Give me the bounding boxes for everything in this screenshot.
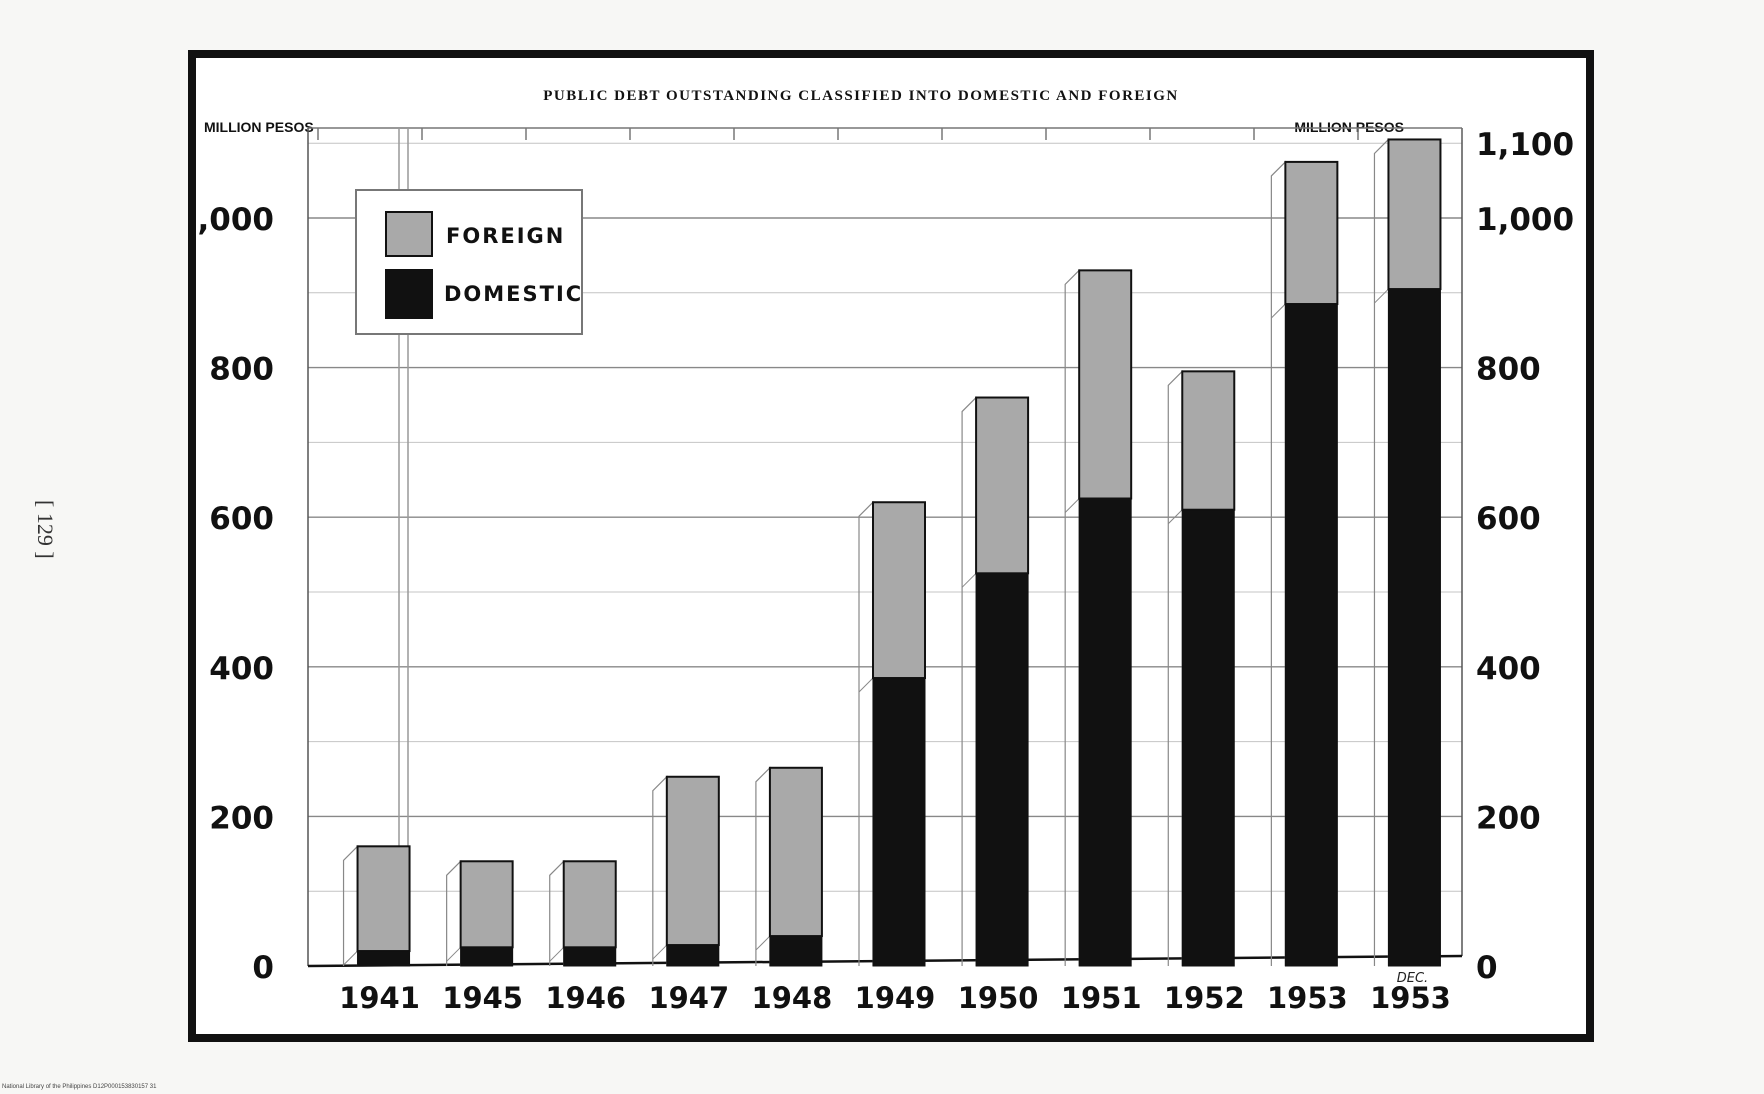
legend-label-foreign: FOREIGN — [446, 224, 565, 248]
bar-depth-outline — [858, 500, 874, 966]
right-tick-label: 1,000 — [1476, 202, 1574, 238]
bar-segment-domestic — [975, 572, 1029, 967]
bar-depth-outline — [1373, 138, 1390, 966]
page-number: [ 129 ] — [33, 500, 58, 559]
bar-segment-foreign — [459, 860, 514, 949]
category-label: 1947 — [648, 981, 729, 1015]
category-layer: 1941 1945 1946 1947 1948 1949 1950 1951 1952 1953… — [339, 971, 1451, 1015]
bar-segment-foreign — [768, 766, 823, 938]
bar-depth-line — [343, 950, 358, 966]
legend-label-domestic: DOMESTIC — [444, 282, 583, 306]
right-tick-label: 0 — [1476, 950, 1498, 986]
legend-swatch-domestic — [385, 269, 433, 319]
bar-segment-foreign — [975, 396, 1030, 575]
bar-depth-outline — [961, 396, 977, 966]
chart-frame: PUBLIC DEBT OUTSTANDING CLASSIFIED INTO … — [188, 50, 1594, 1042]
footer-credit: National Library of the Philippines D12P… — [2, 1084, 157, 1090]
bar-depth-line — [549, 946, 565, 962]
bar-depth-line — [1374, 288, 1389, 304]
left-tick-label: 400 — [209, 651, 274, 687]
right-tick-label: 200 — [1476, 800, 1541, 836]
bar-depth-line — [1167, 509, 1183, 525]
bar-segment-domestic — [1181, 509, 1235, 967]
bar-depth-line — [961, 572, 977, 588]
legend: FOREIGN DOMESTIC — [355, 189, 583, 335]
bar-segment-domestic — [563, 946, 617, 967]
bar-segment-domestic — [666, 944, 720, 967]
left-tick-label: 800 — [209, 352, 274, 388]
bar-segment-foreign — [1284, 160, 1339, 306]
bar-depth-line — [446, 946, 461, 962]
category-label: 1951 — [1061, 981, 1142, 1015]
left-tick-label: 1,000 — [196, 202, 274, 238]
bar-segment-domestic — [357, 950, 411, 967]
left-axis-label: MILLION PESOS — [204, 119, 314, 135]
right-tick-label: 400 — [1476, 651, 1541, 687]
category-label: 1945 — [442, 981, 523, 1015]
bar-segment-domestic — [1078, 498, 1132, 967]
bar-depth-line — [858, 677, 874, 693]
bar-segment-foreign — [1181, 370, 1236, 511]
right-tick-label: 1,100 — [1476, 127, 1574, 163]
bar-segment-domestic — [1284, 303, 1338, 967]
chart-title: PUBLIC DEBT OUTSTANDING CLASSIFIED INTO … — [543, 88, 1179, 104]
bar-depth-outline — [1270, 160, 1286, 966]
category-label: 1948 — [752, 981, 833, 1015]
right-axis-label: MILLION PESOS — [1294, 119, 1404, 135]
bar-depth-outline — [755, 766, 771, 966]
bar-segment-foreign — [562, 860, 617, 949]
bar-depth-outline — [549, 859, 565, 966]
category-label: 1952 — [1164, 981, 1245, 1015]
bar-segment-foreign — [665, 775, 720, 947]
bar-segment-domestic — [460, 946, 514, 967]
bar-depth-line — [1064, 498, 1080, 513]
left-tick-label: 200 — [209, 800, 274, 836]
bar-depth-outline — [446, 859, 462, 966]
left-tick-label: 0 — [252, 950, 274, 986]
tick-layer: 0 200 400 600 800 1,000 0 200 400 600 800 1,000 1,10… — [196, 127, 1574, 986]
bar-depth-outline — [342, 844, 359, 966]
category-label: 1950 — [958, 981, 1039, 1015]
bar-segment-foreign — [356, 845, 411, 953]
bar-segment-foreign — [872, 501, 926, 680]
category-label: 1953 — [1370, 981, 1451, 1015]
left-tick-label: 600 — [209, 501, 274, 537]
bar-segment-foreign — [1078, 269, 1133, 500]
bar-segment-foreign — [1387, 138, 1442, 291]
right-tick-label: 600 — [1476, 501, 1541, 537]
category-label: 1941 — [339, 981, 420, 1015]
bar-depth-line — [652, 944, 668, 960]
bar-depth-outline — [652, 775, 668, 966]
category-label: 1953 — [1267, 981, 1348, 1015]
bar-layer — [342, 138, 1442, 967]
bar-depth-line — [755, 935, 771, 951]
bar-depth-line — [1271, 303, 1286, 319]
category-label: 1949 — [855, 981, 936, 1015]
chart-svg: PUBLIC DEBT OUTSTANDING CLASSIFIED INTO … — [196, 88, 1574, 1015]
bar-segment-domestic — [872, 677, 926, 967]
right-tick-label: 800 — [1476, 352, 1541, 388]
bar-segment-domestic — [1387, 288, 1441, 967]
bar-depth-outline — [1064, 268, 1080, 966]
category-note: DEC. — [1397, 971, 1428, 986]
bar-depth-outline — [1167, 369, 1183, 966]
category-label: 1946 — [545, 981, 626, 1015]
legend-swatch-foreign — [385, 211, 433, 257]
bar-segment-domestic — [769, 935, 823, 967]
